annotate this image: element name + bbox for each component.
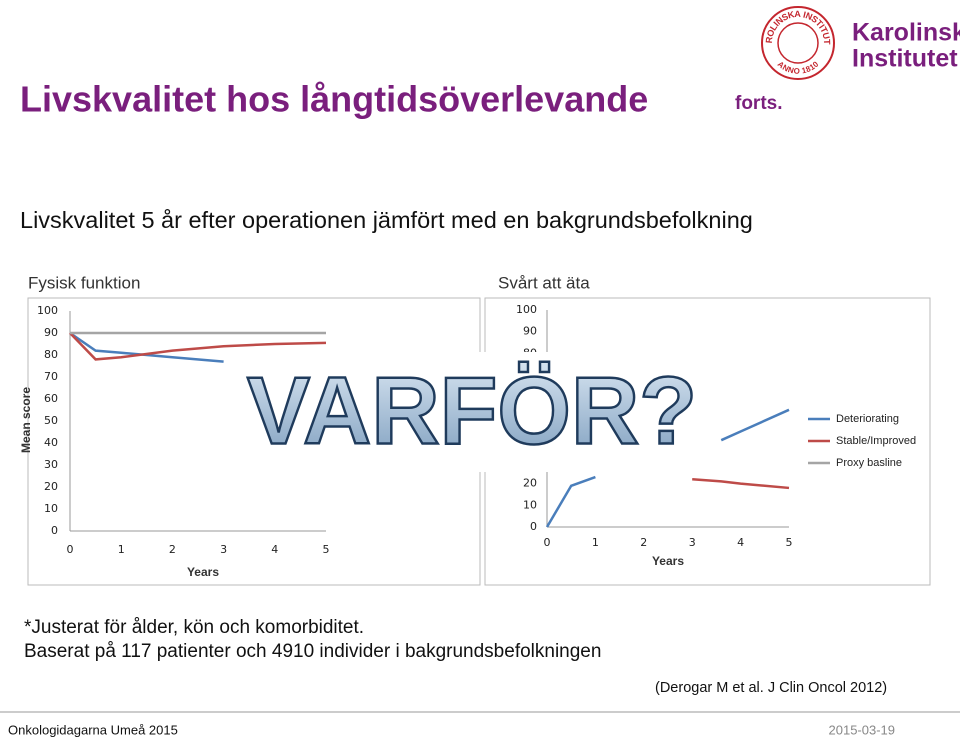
y-tick-label: 80 (44, 348, 58, 361)
x-tick-label: 0 (67, 543, 74, 556)
x-tick-label: 2 (640, 536, 647, 549)
seal-inner (777, 22, 819, 64)
title-suffix: forts. (735, 93, 783, 114)
chart-title: Svårt att äta (498, 273, 590, 292)
citation: (Derogar M et al. J Clin Oncol 2012) (655, 680, 887, 696)
y-tick-label: 50 (44, 414, 58, 427)
x-tick-label: 0 (544, 536, 551, 549)
x-axis-title: Years (652, 554, 684, 568)
x-tick-label: 1 (118, 543, 125, 556)
series-line (692, 478, 790, 490)
logo-name: Karolinska (852, 19, 960, 47)
y-tick-label: 100 (37, 304, 58, 317)
series-line (69, 331, 224, 363)
series-line (545, 408, 790, 528)
x-tick-label: 3 (689, 536, 696, 549)
y-tick-label: 10 (523, 498, 537, 511)
y-tick-label: 30 (44, 458, 58, 471)
overlay-text: VARFÖR? (247, 357, 697, 464)
x-tick-label: 4 (737, 536, 744, 549)
logo-name: Institutet (852, 45, 958, 73)
legend-label: Stable/Improved (836, 435, 916, 447)
footer-right: 2015-03-19 (829, 722, 896, 737)
series-line (69, 332, 327, 361)
y-tick-label: 90 (44, 326, 58, 339)
note: Baserat på 117 patienter och 4910 indivi… (24, 641, 601, 662)
y-tick-label: 40 (44, 436, 58, 449)
y-tick-label: 10 (44, 502, 58, 515)
y-axis-title: Mean score (19, 387, 33, 453)
x-tick-label: 5 (786, 536, 793, 549)
subtitle: Livskvalitet 5 år efter operationen jämf… (20, 207, 753, 233)
y-tick-label: 100 (516, 303, 537, 316)
seal-ring (761, 6, 835, 80)
legend-label: Proxy basline (836, 457, 902, 469)
footer-left: Onkologidagarna Umeå 2015 (8, 722, 178, 737)
y-tick-label: 70 (44, 370, 58, 383)
overlay: VARFÖR? (235, 352, 705, 472)
slide-title: Livskvalitet hos långtidsöverlevande (20, 79, 648, 120)
y-tick-label: 60 (44, 392, 58, 405)
y-tick-label: 20 (523, 477, 537, 490)
y-tick-label: 0 (51, 524, 58, 537)
y-tick-label: 0 (530, 520, 537, 533)
x-axis-title: Years (187, 565, 219, 579)
x-tick-label: 2 (169, 543, 176, 556)
x-tick-label: 1 (592, 536, 599, 549)
note: *Justerat för ålder, kön och komorbidite… (24, 617, 364, 638)
x-tick-label: 5 (323, 543, 330, 556)
x-tick-label: 3 (220, 543, 227, 556)
chart-title: Fysisk funktion (28, 273, 140, 292)
y-tick-label: 90 (523, 325, 537, 338)
legend-label: Deteriorating (836, 413, 899, 425)
y-tick-label: 20 (44, 480, 58, 493)
x-tick-label: 4 (271, 543, 278, 556)
overlay-box (235, 352, 705, 472)
